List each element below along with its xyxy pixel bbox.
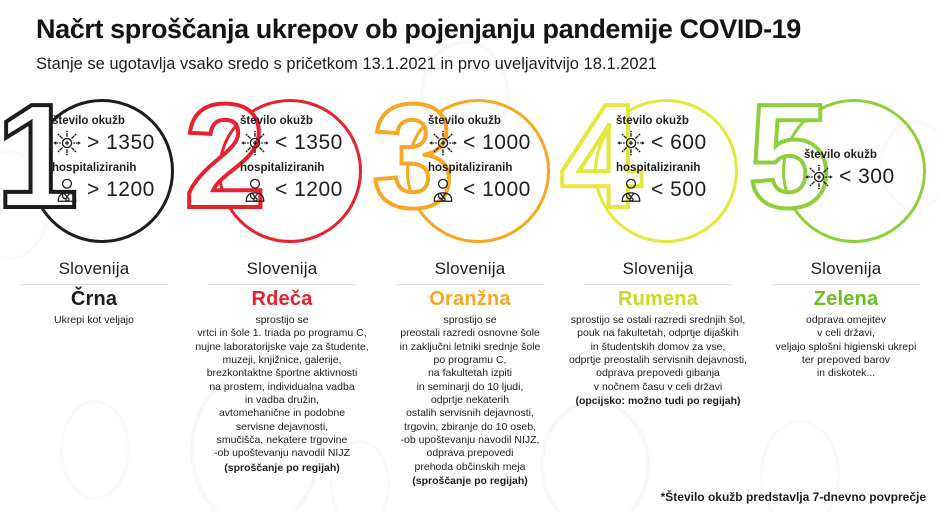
doctor-icon xyxy=(52,175,82,205)
virus-icon xyxy=(52,128,82,158)
phase-2-criteria: število okužb xyxy=(240,115,360,209)
phase-5-criteria: število okužb xyxy=(804,149,924,196)
phase-3-circle xyxy=(406,99,550,243)
virus-icon xyxy=(804,162,834,192)
infections-value: > 1350 xyxy=(87,131,155,154)
phase-name: Oranžna xyxy=(429,288,511,310)
phase-name: Rdeča xyxy=(251,288,313,310)
hospitalized-label: hospitaliziranih xyxy=(428,162,513,174)
phase-description: Ukrepi kot veljajo xyxy=(54,314,134,326)
phase-description-bold: (opcijsko: možno tudi po regijah) xyxy=(575,394,741,407)
phase-description: odprava omejitev v celi državi, veljajo … xyxy=(775,314,917,380)
virus-icon xyxy=(616,128,646,158)
phase-4-circle xyxy=(594,99,738,243)
phase-5-graphic: 5 število okužb xyxy=(746,81,940,255)
infections-value: < 1350 xyxy=(275,131,343,154)
phase-1-graphic: 1 število okužb xyxy=(0,81,188,255)
hospitalized-value: < 500 xyxy=(651,178,707,201)
phase-description: sprostijo se preostali razredi osnovne š… xyxy=(399,314,541,473)
phase-column-5: 5 število okužb xyxy=(746,81,940,489)
phase-description-bold: (sproščanje po regijah) xyxy=(224,461,340,474)
phase-2-circle xyxy=(218,99,362,243)
divider xyxy=(396,284,544,285)
phase-description-bold: (sproščanje po regijah) xyxy=(412,474,528,487)
infections-label: število okužb xyxy=(52,115,125,127)
phase-2-number: 2 xyxy=(182,74,268,239)
region-label: Slovenija xyxy=(246,259,318,278)
hospitalized-value: < 1000 xyxy=(463,178,531,201)
doctor-icon xyxy=(616,175,646,205)
phase-4-number: 4 xyxy=(558,74,644,239)
infections-value: < 300 xyxy=(839,165,895,188)
infections-label: število okužb xyxy=(240,115,313,127)
doctor-icon xyxy=(240,175,270,205)
hospitalized-value: < 1200 xyxy=(275,178,343,201)
phase-5-number: 5 xyxy=(746,74,832,239)
phase-3-criteria: število okužb xyxy=(428,115,548,209)
hospitalized-label: hospitaliziranih xyxy=(240,162,325,174)
infections-label: število okužb xyxy=(616,115,689,127)
phase-2-graphic: 2 število okužb xyxy=(182,81,376,255)
page-title: Načrt sproščanja ukrepov ob pojenjanju p… xyxy=(36,14,801,44)
hospitalized-value: > 1200 xyxy=(87,178,155,201)
virus-icon xyxy=(428,128,458,158)
region-label: Slovenija xyxy=(58,259,130,278)
phase-name: Zelena xyxy=(813,288,879,310)
divider xyxy=(20,284,168,285)
phase-description: sprostijo se vrtci in šole 1. triada po … xyxy=(195,314,369,460)
hospitalized-label: hospitaliziranih xyxy=(52,162,137,174)
phase-1-number: 1 xyxy=(0,74,80,239)
divider xyxy=(772,284,920,285)
phase-1-circle xyxy=(30,99,174,243)
divider xyxy=(208,284,356,285)
phase-5-circle xyxy=(782,99,926,243)
phase-name: Rumena xyxy=(617,288,699,310)
phases-row: 1 število okužb xyxy=(0,81,940,489)
region-label: Slovenija xyxy=(810,259,882,278)
footnote: *Število okužb predstavlja 7-dnevno povp… xyxy=(660,490,926,504)
doctor-icon xyxy=(428,175,458,205)
phase-column-4: 4 število okužb xyxy=(558,81,752,489)
hospitalized-label: hospitaliziranih xyxy=(616,162,701,174)
infections-label: število okužb xyxy=(804,149,877,161)
phase-4-criteria: število okužb xyxy=(616,115,736,209)
infections-value: < 1000 xyxy=(463,131,531,154)
phase-column-2: 2 število okužb xyxy=(182,81,376,489)
divider xyxy=(584,284,732,285)
phase-column-3: 3 število okužb xyxy=(370,81,564,489)
phase-3-number: 3 xyxy=(370,74,456,239)
phase-3-graphic: 3 število okužb xyxy=(370,81,564,255)
page-subtitle: Stanje se ugotavlja vsako sredo s pričet… xyxy=(36,55,657,73)
region-label: Slovenija xyxy=(434,259,506,278)
region-label: Slovenija xyxy=(622,259,694,278)
phase-4-graphic: 4 število okužb xyxy=(558,81,752,255)
phase-1-criteria: število okužb xyxy=(52,115,172,209)
infections-label: število okužb xyxy=(428,115,501,127)
phase-description: sprostijo se ostali razredi srednjih šol… xyxy=(568,314,747,393)
phase-column-1: 1 število okužb xyxy=(0,81,188,489)
infections-value: < 600 xyxy=(651,131,707,154)
header: Načrt sproščanja ukrepov ob pojenjanju p… xyxy=(0,0,940,74)
virus-icon xyxy=(240,128,270,158)
phase-name: Črna xyxy=(70,288,118,310)
